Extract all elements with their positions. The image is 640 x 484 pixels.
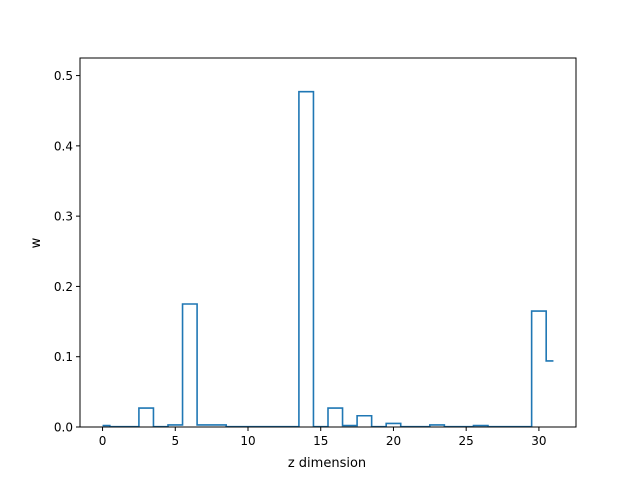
step-line-series-0 bbox=[102, 90, 554, 428]
x-tick-label: 20 bbox=[386, 434, 401, 448]
y-tick-label: 0.3 bbox=[54, 210, 73, 224]
y-tick-label: 0.2 bbox=[54, 280, 73, 294]
x-tick-label: 10 bbox=[240, 434, 255, 448]
x-tick-label: 15 bbox=[313, 434, 328, 448]
x-tick-label: 5 bbox=[171, 434, 179, 448]
x-tick-label: 0 bbox=[99, 434, 107, 448]
y-tick-label: 0.5 bbox=[54, 69, 73, 83]
y-tick-label: 0.1 bbox=[54, 350, 73, 364]
x-tick-label: 30 bbox=[531, 434, 546, 448]
y-tick-label: 0.4 bbox=[54, 139, 73, 153]
x-tick-label: 25 bbox=[459, 434, 474, 448]
x-axis-label: z dimension bbox=[288, 456, 366, 471]
y-axis-label: w bbox=[29, 237, 44, 248]
y-tick-label: 0.0 bbox=[54, 421, 73, 435]
plot-frame bbox=[79, 57, 577, 428]
